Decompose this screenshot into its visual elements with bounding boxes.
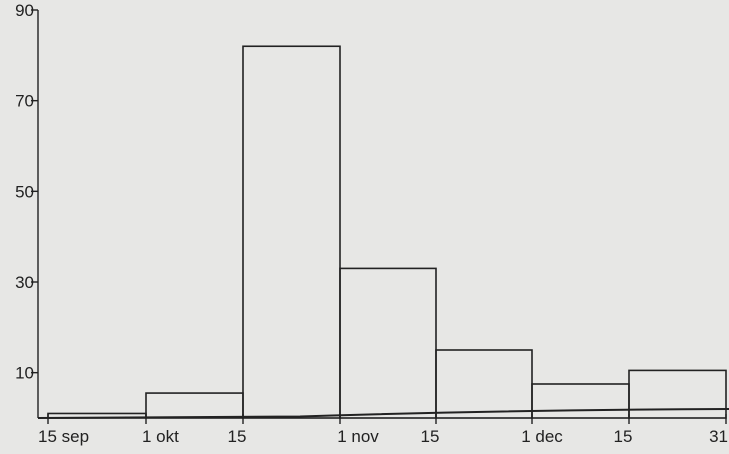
bar — [339, 267, 437, 419]
y-axis: 10 30 50 70 90 — [15, 1, 39, 418]
x-tick-label: 15 — [421, 427, 440, 446]
x-axis: 15 sep 1 okt 15 1 nov 15 1 dec 15 31 — [37, 408, 729, 446]
y-tick-label: 90 — [15, 1, 34, 20]
bars — [47, 45, 727, 419]
x-tick-label: 15 — [614, 427, 633, 446]
x-tick-label: 31 — [709, 427, 728, 446]
y-tick-label: 70 — [15, 92, 34, 111]
x-tick-label: 1 okt — [142, 427, 179, 446]
y-tick-label: 50 — [15, 182, 34, 201]
bar — [531, 383, 630, 419]
bar — [242, 45, 341, 419]
x-tick-label: 15 — [228, 427, 247, 446]
x-tick-label: 1 nov — [337, 427, 379, 446]
x-tick-label: 15 sep — [38, 427, 89, 446]
x-tick-label: 1 dec — [521, 427, 563, 446]
bar — [145, 392, 244, 419]
bar — [628, 369, 727, 419]
x-axis-line — [37, 408, 729, 419]
y-tick-label: 30 — [15, 273, 34, 292]
bar — [435, 349, 533, 419]
y-tick-label: 10 — [15, 364, 34, 383]
